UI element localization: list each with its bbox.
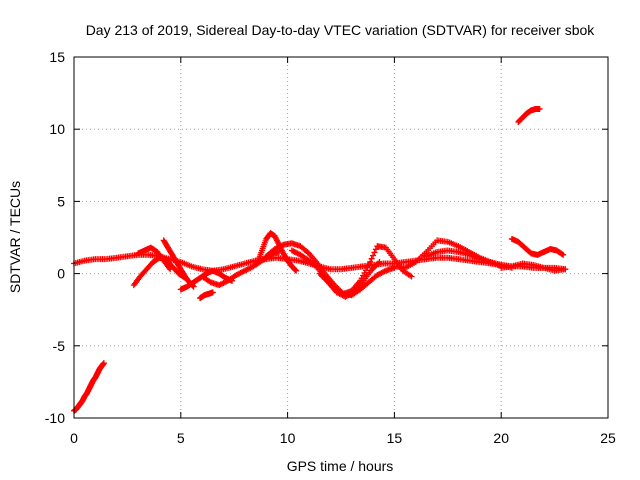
data-point	[367, 258, 374, 265]
chart-title: Day 213 of 2019, Sidereal Day-to-day VTE…	[86, 22, 596, 38]
x-tick-label: 25	[600, 430, 616, 446]
series-prn-p	[515, 105, 543, 125]
series-prn-h	[254, 230, 300, 274]
data-point	[209, 289, 216, 296]
y-axis: -10 -5 0 5 10 15	[45, 49, 608, 426]
data-point	[371, 249, 378, 256]
x-tick-label: 20	[493, 430, 509, 446]
data-point	[167, 266, 174, 273]
y-tick-label: -10	[45, 410, 65, 426]
y-tick-label: 15	[49, 49, 65, 65]
y-tick-label: 5	[57, 193, 65, 209]
data-point	[292, 266, 299, 273]
data-point	[368, 255, 375, 262]
y-tick-label: 10	[49, 121, 65, 137]
data-point	[408, 273, 415, 280]
data-point	[536, 105, 543, 112]
x-tick-label: 10	[280, 430, 296, 446]
x-tick-label: 15	[387, 430, 403, 446]
series-prn-c	[135, 244, 174, 273]
series-prn-q	[71, 360, 107, 414]
x-axis: 0 5 10 15 20 25	[70, 57, 616, 446]
data-point	[365, 261, 372, 268]
y-tick-label: -5	[53, 338, 66, 354]
data-point	[562, 266, 569, 273]
data-point	[372, 246, 379, 253]
plot-frame	[73, 56, 609, 419]
series-prn-f	[197, 289, 216, 302]
x-tick-label: 0	[70, 430, 78, 446]
series-prn-o	[498, 260, 569, 274]
data-points	[71, 105, 569, 414]
data-point	[560, 251, 567, 258]
series-prn-g	[199, 248, 283, 289]
grid	[74, 57, 608, 418]
x-axis-title: GPS time / hours	[287, 458, 394, 474]
data-point	[559, 251, 566, 258]
data-point	[100, 360, 107, 367]
data-point	[370, 252, 377, 259]
y-axis-title: SDTVAR / TECUs	[7, 181, 23, 293]
series-prn-n	[508, 235, 567, 258]
data-point	[376, 259, 383, 266]
series-prn-l	[391, 237, 505, 271]
y-tick-label: 0	[57, 266, 65, 282]
series-prn-k	[316, 259, 383, 300]
data-point	[293, 267, 300, 274]
x-tick-label: 5	[177, 430, 185, 446]
